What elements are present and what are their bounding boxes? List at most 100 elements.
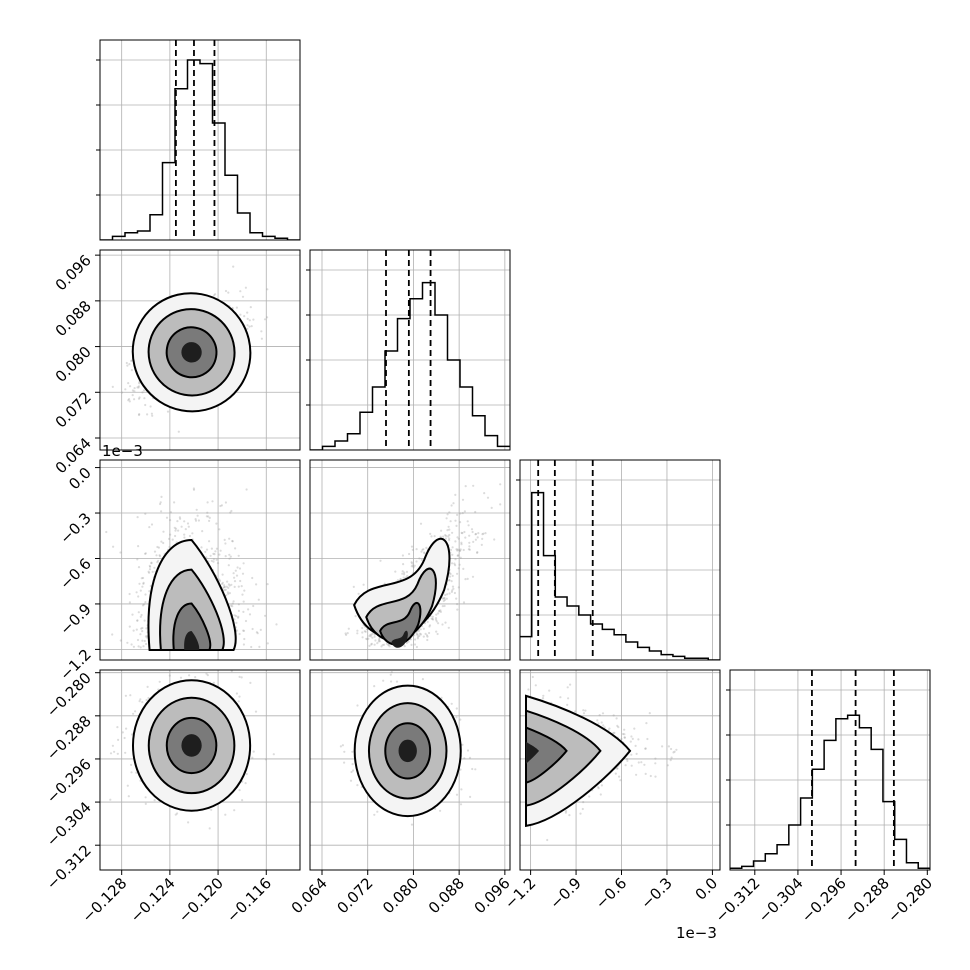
sample-point xyxy=(361,636,364,639)
sample-point xyxy=(468,548,471,551)
sample-point xyxy=(129,385,132,388)
sample-point xyxy=(251,627,254,631)
sample-point xyxy=(242,610,245,614)
sample-point xyxy=(445,517,448,520)
sample-point xyxy=(250,645,253,649)
sample-point xyxy=(452,587,455,590)
sample-point xyxy=(381,643,384,647)
sample-point xyxy=(195,508,198,511)
sample-point xyxy=(456,603,459,606)
sample-point xyxy=(417,635,420,638)
sample-point xyxy=(224,542,227,545)
sample-point xyxy=(116,726,119,729)
sample-point xyxy=(123,736,126,740)
sample-point xyxy=(344,632,347,635)
sample-point xyxy=(459,548,462,551)
sample-point xyxy=(242,643,245,646)
sample-point xyxy=(177,529,180,532)
y-tick-label: −0.3 xyxy=(56,509,94,547)
sample-point xyxy=(456,572,459,575)
sample-point xyxy=(224,501,227,504)
sample-point xyxy=(443,598,447,602)
sample-point xyxy=(237,616,240,619)
sample-point xyxy=(184,528,187,531)
sample-point xyxy=(471,530,474,534)
sample-point xyxy=(239,290,242,293)
sample-point xyxy=(373,635,376,638)
sample-point xyxy=(246,327,249,330)
sample-point xyxy=(148,526,151,529)
sample-point xyxy=(411,562,414,565)
sample-point xyxy=(136,516,139,519)
sample-point xyxy=(425,546,428,550)
sample-point xyxy=(124,694,127,697)
sample-point xyxy=(237,609,240,613)
sample-point xyxy=(438,609,441,612)
sample-point xyxy=(406,574,409,578)
sample-point xyxy=(143,619,146,622)
sample-point xyxy=(210,808,213,811)
contour-line xyxy=(172,602,212,651)
sample-point xyxy=(431,617,434,621)
sample-point xyxy=(411,548,414,552)
sample-point xyxy=(153,799,156,802)
sample-point xyxy=(396,579,399,582)
sample-point xyxy=(187,525,190,528)
sample-point xyxy=(405,570,409,574)
sample-point xyxy=(451,531,454,534)
sample-point xyxy=(165,516,169,519)
sample-point xyxy=(137,413,141,417)
sample-point xyxy=(142,582,145,585)
sample-point xyxy=(464,485,467,488)
sample-point xyxy=(245,772,248,776)
sample-point xyxy=(130,733,134,736)
contour-fill xyxy=(184,630,200,650)
sample-point xyxy=(441,597,444,600)
sample-point xyxy=(469,795,472,799)
sample-point xyxy=(212,552,215,555)
sample-point xyxy=(352,585,355,589)
sample-point xyxy=(143,639,146,643)
sample-point xyxy=(456,513,459,517)
sample-point xyxy=(376,642,379,645)
sample-point xyxy=(128,592,131,596)
sample-point xyxy=(144,796,147,799)
sample-point xyxy=(242,600,245,603)
sample-point xyxy=(431,618,435,621)
sample-point xyxy=(145,698,148,702)
sample-point xyxy=(474,510,477,514)
sample-point xyxy=(180,525,183,528)
sample-point xyxy=(394,570,397,573)
sample-point xyxy=(461,743,464,746)
sample-point xyxy=(368,634,371,638)
sample-point xyxy=(439,609,442,612)
sample-point xyxy=(141,585,144,588)
sample-point xyxy=(151,414,154,417)
sample-point xyxy=(228,584,231,587)
sample-point xyxy=(241,593,244,596)
sample-point xyxy=(235,692,238,695)
sample-point xyxy=(221,582,224,586)
sample-point xyxy=(235,615,238,618)
sample-point xyxy=(126,364,129,367)
sample-point xyxy=(464,578,467,581)
sample-point xyxy=(244,619,248,623)
sample-point xyxy=(183,536,186,539)
sample-point xyxy=(447,588,450,591)
sample-point xyxy=(174,529,177,532)
sample-point xyxy=(378,637,381,640)
sample-point xyxy=(388,645,391,648)
sample-point xyxy=(233,576,236,579)
sample-point xyxy=(266,583,269,586)
sample-point xyxy=(423,551,426,554)
sample-point xyxy=(451,585,455,588)
sample-point xyxy=(412,566,415,569)
sample-point xyxy=(241,295,245,298)
sample-point xyxy=(109,798,112,801)
sample-point xyxy=(153,566,156,569)
sample-point xyxy=(140,577,143,580)
sample-point xyxy=(462,548,465,552)
sample-point xyxy=(416,637,419,640)
sample-point xyxy=(141,604,145,607)
sample-point xyxy=(356,784,359,787)
